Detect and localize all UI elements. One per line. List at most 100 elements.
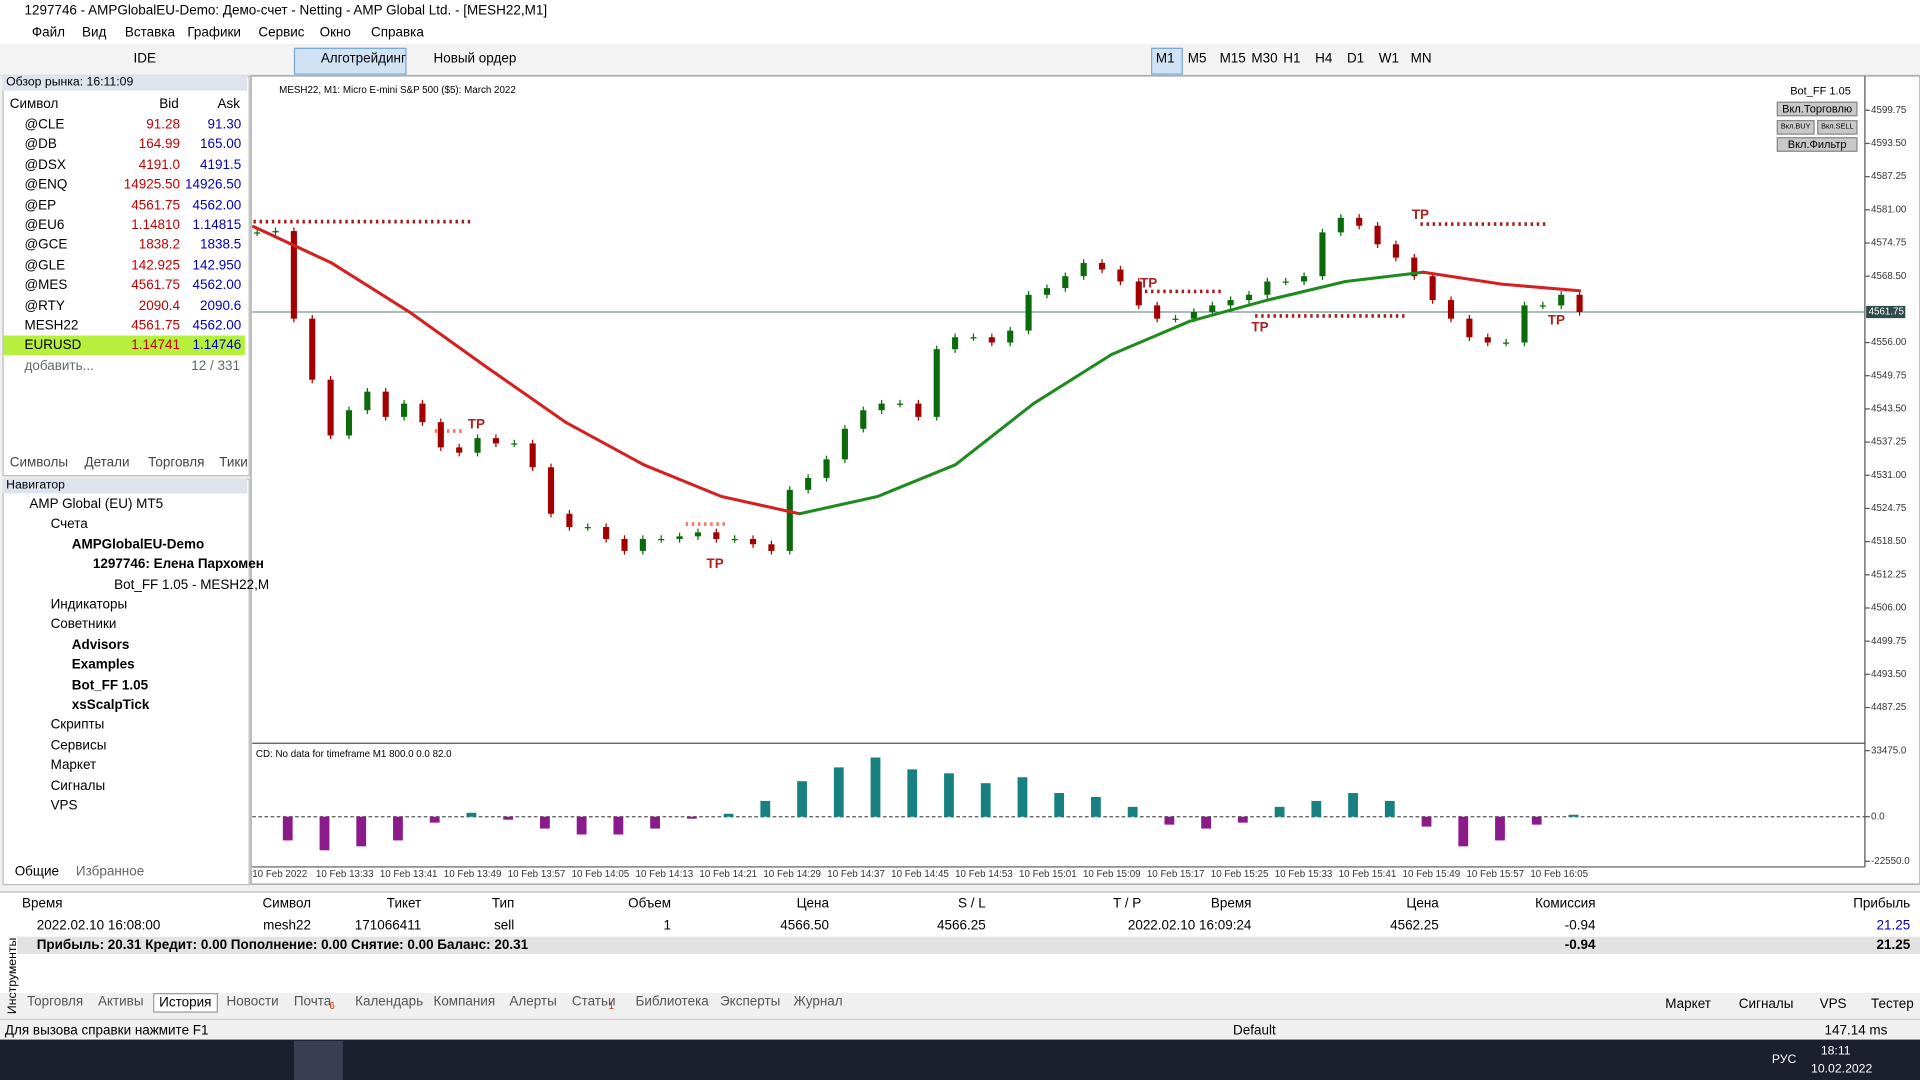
tab: Детали (84, 455, 130, 471)
histogram-bar (576, 816, 587, 835)
candle (456, 447, 463, 453)
x-tick-label: 10 Feb 13:57 (508, 869, 566, 880)
candle (1264, 281, 1271, 295)
y-tick-label: 4512.25 (1871, 569, 1907, 580)
bid: 164.99 (138, 137, 180, 153)
expert-button[interactable]: Вкл.SELL (1817, 120, 1858, 135)
candle (1356, 217, 1363, 226)
bid: 4191.0 (138, 157, 180, 173)
taskbar-app[interactable] (293, 1040, 343, 1080)
expert-button[interactable]: Вкл.BUY (1776, 120, 1815, 135)
tree-item: AMPGlobalEU-Demo (71, 537, 205, 552)
candle (511, 443, 518, 445)
moving-average (875, 463, 958, 499)
selected-row (3, 335, 245, 356)
moving-average (719, 494, 802, 516)
y-tick-label: 4587.25 (1871, 171, 1907, 182)
symbol: @CLE (24, 117, 65, 133)
histogram-bar (1091, 796, 1101, 817)
y-tick-label: 4581.00 (1871, 204, 1907, 215)
x-tick-label: 10 Feb 14:37 (827, 869, 885, 880)
moving-average (1110, 319, 1192, 357)
ask: 4562.00 (192, 197, 242, 213)
candle (1374, 225, 1381, 245)
bid: 4561.75 (131, 278, 180, 293)
tab[interactable]: Новости (226, 994, 279, 1009)
chart-title: MESH22, M1: Micro E-mini S&P 500 ($5): M… (279, 84, 516, 96)
y-tick-label: 0.0 (1871, 811, 1885, 822)
taskbar-lang: РУС (1771, 1053, 1797, 1067)
bid: 4561.75 (131, 197, 180, 213)
candle (878, 403, 885, 411)
tab[interactable]: Алерты (509, 994, 557, 1009)
timeframe: M30 (1251, 51, 1278, 67)
panel-title: Обзор рынка: 16:11:09 (6, 75, 134, 90)
candle (1172, 318, 1179, 320)
candle (933, 349, 940, 417)
histogram-bar (282, 816, 293, 841)
summary-profit: 21.25 (1876, 937, 1911, 953)
chart-background (250, 75, 1920, 885)
symbol: MESH22 (24, 318, 79, 334)
histogram-bar (503, 816, 514, 820)
candle (1539, 305, 1546, 307)
column: Символ (9, 96, 59, 112)
tab[interactable]: История (153, 993, 218, 1013)
toolbar-algo: Алготрейдинг (320, 51, 406, 67)
taskbar-date: 10.02.2022 (1811, 1062, 1873, 1077)
tree-item: AMP Global (EU) MT5 (29, 497, 164, 512)
moving-average (485, 366, 568, 424)
tp-annotation: TP (1140, 276, 1157, 291)
tab[interactable]: Почта (293, 994, 332, 1009)
candle (1319, 232, 1326, 277)
tab[interactable]: Эксперты (720, 994, 781, 1009)
expert-button[interactable]: Вкл.Торговлю (1776, 101, 1858, 117)
algo-button[interactable] (293, 47, 407, 75)
histogram-bar (650, 816, 660, 829)
candle (731, 538, 738, 541)
cell: sell (494, 918, 515, 934)
column: Ask (217, 96, 240, 112)
timeframe-active[interactable] (1151, 47, 1183, 75)
tab[interactable]: Торговля (26, 994, 84, 1009)
symbol: EURUSD (24, 338, 82, 354)
tree-item: 1297746: Елена Пархомен (92, 557, 264, 573)
tab[interactable]: Активы (97, 994, 144, 1009)
histogram-bar (1054, 793, 1065, 817)
ask: 4191.5 (200, 157, 242, 173)
x-tick-label: 10 Feb 13:41 (380, 869, 438, 880)
symbol: @EP (24, 197, 57, 213)
ask: 1838.5 (200, 238, 242, 253)
bid: 1.14810 (131, 217, 180, 233)
histogram-bar (1421, 816, 1432, 827)
ask: 142.950 (192, 258, 242, 273)
symbol-count: 12 / 331 (191, 358, 240, 374)
candle (1080, 262, 1087, 277)
candle (345, 410, 353, 436)
candle (1154, 305, 1161, 319)
y-tick-label: 4543.50 (1871, 404, 1907, 415)
histogram-bar (613, 816, 624, 835)
candle (1466, 318, 1473, 338)
menu-item: Справка (371, 25, 424, 41)
histogram-bar (1017, 777, 1028, 817)
candle (584, 527, 591, 529)
ask: 91.30 (207, 117, 242, 133)
y-tick-label: 4531.00 (1871, 470, 1907, 481)
tab[interactable]: Календарь (355, 994, 424, 1009)
symbol: @DB (24, 137, 57, 153)
tab[interactable]: Статьи (571, 994, 616, 1009)
expert-button[interactable]: Вкл.Фильтр (1776, 137, 1858, 152)
candle (419, 403, 426, 423)
title-bar (0, 0, 1920, 23)
tab[interactable]: Библиотека (635, 994, 709, 1009)
x-tick-label: 10 Feb 2022 (252, 869, 307, 880)
menu-item: Сервис (258, 25, 305, 41)
candle (1062, 276, 1069, 289)
tab[interactable]: Журнал (793, 994, 843, 1009)
tp-annotation: TP (1251, 320, 1268, 335)
candle (1301, 276, 1308, 282)
tab[interactable]: Компания (433, 994, 496, 1009)
y-tick-label: 4506.00 (1871, 603, 1907, 614)
